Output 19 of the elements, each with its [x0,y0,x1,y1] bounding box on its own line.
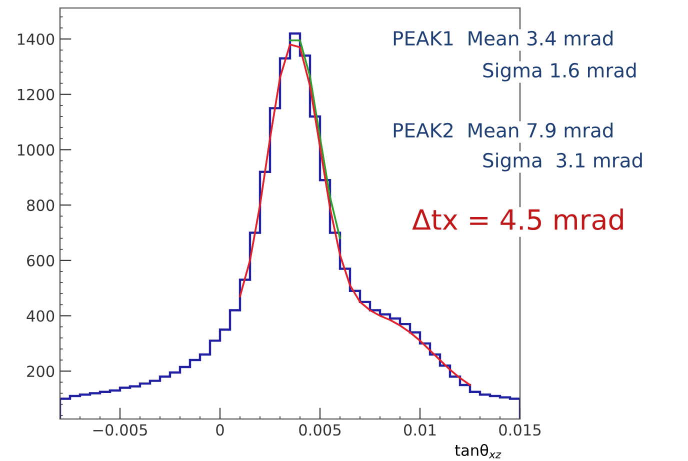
annotation: PEAK2 Mean 7.9 mrad [394,122,612,138]
y-tick-label: 600 [27,254,54,266]
y-tick-label: 1400 [18,33,54,46]
y-tick-label: 200 [27,366,54,378]
x-tick-label: 0 [216,424,224,436]
y-tick-label: 1000 [18,144,54,156]
x-tick-label: 0.01 [404,424,436,436]
annotation: Δtx = 4.5 mrad [412,208,623,230]
annotation: Sigma 1.6 mrad [483,62,636,82]
x-tick-label: −0.005 [93,424,147,436]
x-tick-label: 0.015 [499,424,541,436]
annotation: Sigma 3.1 mrad [483,152,642,172]
y-tick-label: 800 [27,200,54,212]
annotation: PEAK1 Mean 3.4 mrad [394,30,612,46]
line-series [289,39,341,240]
y-tick-label: 400 [26,310,54,322]
y-tick-label: 1200 [18,88,54,100]
x-axis-title: tanθ$_{xz}$ [454,444,502,458]
x-tick-label: 0.005 [299,424,341,436]
